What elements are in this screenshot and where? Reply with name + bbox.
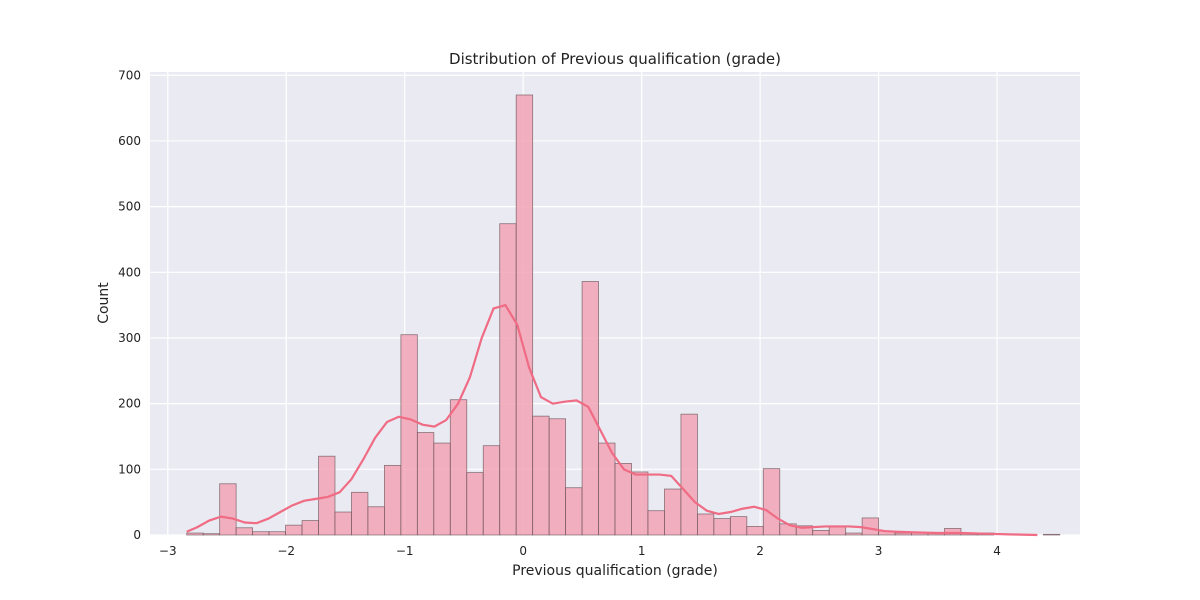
histogram-bar bbox=[664, 488, 682, 536]
histogram-bar bbox=[1042, 533, 1061, 536]
x-tick-label: −3 bbox=[159, 544, 177, 558]
histogram-bar bbox=[252, 531, 270, 536]
histogram-bar bbox=[186, 532, 204, 536]
histogram-bar bbox=[235, 527, 254, 536]
chart-title: Distribution of Previous qualification (… bbox=[449, 50, 781, 68]
histogram-bar bbox=[466, 472, 484, 536]
histogram-bar bbox=[762, 468, 781, 536]
y-tick-label: 200 bbox=[118, 397, 141, 411]
y-tick-label: 600 bbox=[118, 134, 141, 148]
x-tick-label: 3 bbox=[875, 544, 883, 558]
histogram-bar bbox=[894, 532, 912, 536]
histogram-bar bbox=[861, 517, 880, 536]
x-axis-ticks: −3 −2 −1 0 1 2 3 4 bbox=[159, 544, 1001, 558]
x-tick-label: −2 bbox=[277, 544, 295, 558]
histogram-bar bbox=[301, 520, 319, 536]
histogram-bar bbox=[367, 506, 385, 536]
histogram-bar bbox=[334, 511, 352, 536]
histogram-bar bbox=[697, 513, 715, 536]
histogram-bar bbox=[400, 334, 418, 536]
histogram-bar bbox=[812, 530, 830, 536]
x-tick-label: −1 bbox=[396, 544, 414, 558]
y-tick-label: 100 bbox=[118, 462, 141, 476]
y-tick-label: 500 bbox=[118, 200, 141, 214]
histogram-bar bbox=[416, 432, 435, 536]
histogram-bar bbox=[318, 455, 336, 536]
histogram-bar bbox=[565, 487, 583, 536]
histogram-bar bbox=[515, 94, 534, 536]
histogram-bar bbox=[729, 516, 748, 536]
y-axis-ticks: 0 100 200 300 400 500 600 700 bbox=[118, 68, 141, 542]
histogram-bar bbox=[499, 223, 517, 536]
x-tick-label: 1 bbox=[638, 544, 646, 558]
histogram-bar bbox=[845, 532, 863, 536]
histogram-bar bbox=[647, 510, 665, 536]
histogram-bar bbox=[449, 399, 468, 536]
x-tick-label: 0 bbox=[519, 544, 527, 558]
histogram-bar bbox=[532, 415, 550, 536]
kde-curve bbox=[186, 303, 1038, 537]
y-tick-label: 300 bbox=[118, 331, 141, 345]
histogram-bar bbox=[614, 463, 632, 536]
histogram-bar bbox=[581, 281, 599, 536]
x-tick-label: 4 bbox=[993, 544, 1001, 558]
histogram-bar bbox=[202, 533, 221, 536]
histogram-bar bbox=[433, 442, 451, 536]
y-tick-label: 700 bbox=[118, 68, 141, 82]
histogram-bar bbox=[482, 445, 501, 536]
y-axis-label: Count bbox=[96, 282, 112, 324]
histogram-bar bbox=[384, 464, 402, 536]
histogram-bar bbox=[944, 528, 962, 536]
histogram-bar bbox=[598, 442, 616, 536]
histogram-bar bbox=[548, 418, 567, 536]
histogram-bar bbox=[713, 518, 731, 536]
histogram-bar bbox=[285, 524, 303, 536]
histogram-bar bbox=[680, 413, 698, 536]
histogram-bar bbox=[268, 531, 286, 536]
y-tick-label: 0 bbox=[133, 528, 141, 542]
histogram-bar bbox=[631, 471, 649, 536]
y-tick-label: 400 bbox=[118, 265, 141, 279]
x-tick-label: 2 bbox=[756, 544, 764, 558]
histogram-bar bbox=[828, 526, 847, 536]
x-axis-label: Previous qualification (grade) bbox=[512, 563, 718, 579]
histogram-bar bbox=[746, 526, 764, 536]
histogram-bar bbox=[219, 483, 237, 536]
histogram-bar bbox=[351, 491, 369, 536]
